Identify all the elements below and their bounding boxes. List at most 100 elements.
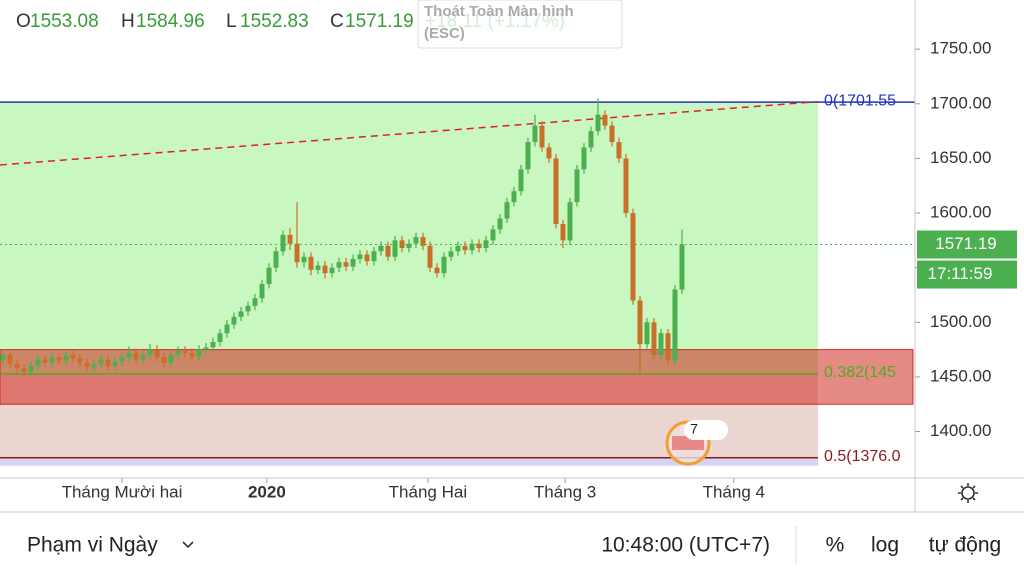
candle-body (469, 243, 475, 251)
candle-body (455, 245, 461, 252)
y-tick-label: 1600.00 (930, 203, 991, 222)
candle-body (56, 357, 62, 361)
ohlc-value: 1552.83 (240, 11, 309, 32)
percent-button[interactable]: % (826, 534, 845, 557)
candle-body (224, 324, 230, 334)
candle-body (644, 322, 650, 345)
candle-body (231, 316, 237, 325)
overlay: Phạm vi Ngày 10:48:00 (UTC+7) % log tự đ… (0, 0, 1024, 564)
y-tick-label: 1450.00 (930, 366, 991, 385)
candle-body (434, 267, 440, 274)
candle-body (420, 237, 426, 246)
x-tick-label: Tháng Hai (389, 482, 467, 501)
fib-fill-upper (0, 102, 818, 374)
y-tick-label: 1400.00 (930, 421, 991, 440)
candle-body (14, 363, 20, 369)
y-tick-label: 1650.00 (930, 148, 991, 167)
candle-body (294, 243, 300, 263)
candle-body (105, 359, 111, 367)
candle-body (28, 366, 34, 372)
price-label: 1571.19 (935, 234, 996, 253)
candle-body (182, 350, 188, 353)
candle-body (175, 350, 181, 356)
candle-body (504, 202, 510, 219)
settings-icon[interactable] (958, 483, 978, 503)
fullscreen-tooltip (417, 0, 623, 49)
tooltip-text: Thoát Toàn Màn hình (424, 3, 574, 20)
candle-body (77, 358, 83, 363)
candle-body (168, 355, 174, 363)
candle-body (147, 349, 153, 356)
candle-body (616, 142, 622, 159)
fib-label: 0.5(1376.0 (824, 448, 901, 465)
candle-body (322, 265, 328, 274)
x-tick-label: Tháng Mười hai (62, 482, 183, 501)
x-tick-label: Tháng 3 (534, 482, 596, 501)
candle-body (308, 256, 314, 270)
y-tick-label: 1700.00 (930, 93, 991, 112)
candle-body (126, 352, 132, 358)
candle-body (462, 245, 468, 251)
candle-body (280, 234, 286, 252)
candle-body (217, 333, 223, 342)
candle-body (364, 254, 370, 262)
candle-body (210, 341, 216, 348)
y-tick-label: 1750.00 (930, 39, 991, 58)
candle-body (427, 245, 433, 268)
candle-body (49, 357, 55, 363)
candle-body (476, 243, 482, 249)
candle-body (112, 361, 118, 367)
candle-body (371, 251, 377, 262)
candle-body (343, 262, 349, 267)
price-label-box (917, 230, 1017, 259)
candle-body (448, 251, 454, 257)
ohlc-key: L (226, 11, 237, 32)
gear[interactable] (961, 486, 975, 500)
candle-body (329, 267, 335, 274)
fib-label: 0.382(145 (824, 364, 896, 381)
countdown: 17:11:59 (928, 264, 993, 283)
candle-body (532, 125, 538, 143)
candle-body (553, 158, 559, 224)
candle-body (140, 355, 146, 360)
clock: 10:48:00 (UTC+7) (601, 534, 770, 557)
gear-teeth[interactable] (958, 483, 978, 503)
candle-body (595, 114, 601, 132)
candle-body (651, 322, 657, 356)
candle-body (546, 147, 552, 159)
candle-body (259, 284, 265, 299)
candle-body (63, 355, 69, 361)
candle-body (406, 243, 412, 249)
candle-body (301, 256, 307, 263)
candle-body (35, 359, 41, 367)
candle-body (385, 245, 391, 257)
candle-body (357, 254, 363, 259)
candle-body (392, 240, 398, 257)
candle-body (91, 363, 97, 368)
tooltip-text: (ESC) (424, 25, 465, 42)
candle-body (567, 202, 573, 241)
candle-body (637, 300, 643, 345)
candle-body (7, 355, 13, 364)
candle-body (273, 251, 279, 268)
candle-body (154, 349, 160, 358)
range-button[interactable]: Phạm vi Ngày (27, 534, 158, 557)
candle-body (70, 355, 76, 359)
candle-body (196, 349, 202, 357)
candle-body (287, 234, 293, 244)
ohlc-key: H (121, 11, 135, 32)
candle-body (42, 359, 48, 363)
candle-body (21, 368, 27, 372)
candle-body (497, 218, 503, 230)
auto-button[interactable]: tự động (929, 534, 1001, 557)
log-button[interactable]: log (871, 534, 899, 557)
ohlc-key: C (330, 11, 344, 32)
candle-body (588, 131, 594, 148)
x-tick-label: 2020 (248, 482, 286, 501)
dropdown-caret[interactable] (182, 541, 194, 549)
candle-body (658, 333, 664, 356)
candle-body (525, 142, 531, 170)
candle-body (672, 289, 678, 361)
candle-body (490, 229, 496, 241)
